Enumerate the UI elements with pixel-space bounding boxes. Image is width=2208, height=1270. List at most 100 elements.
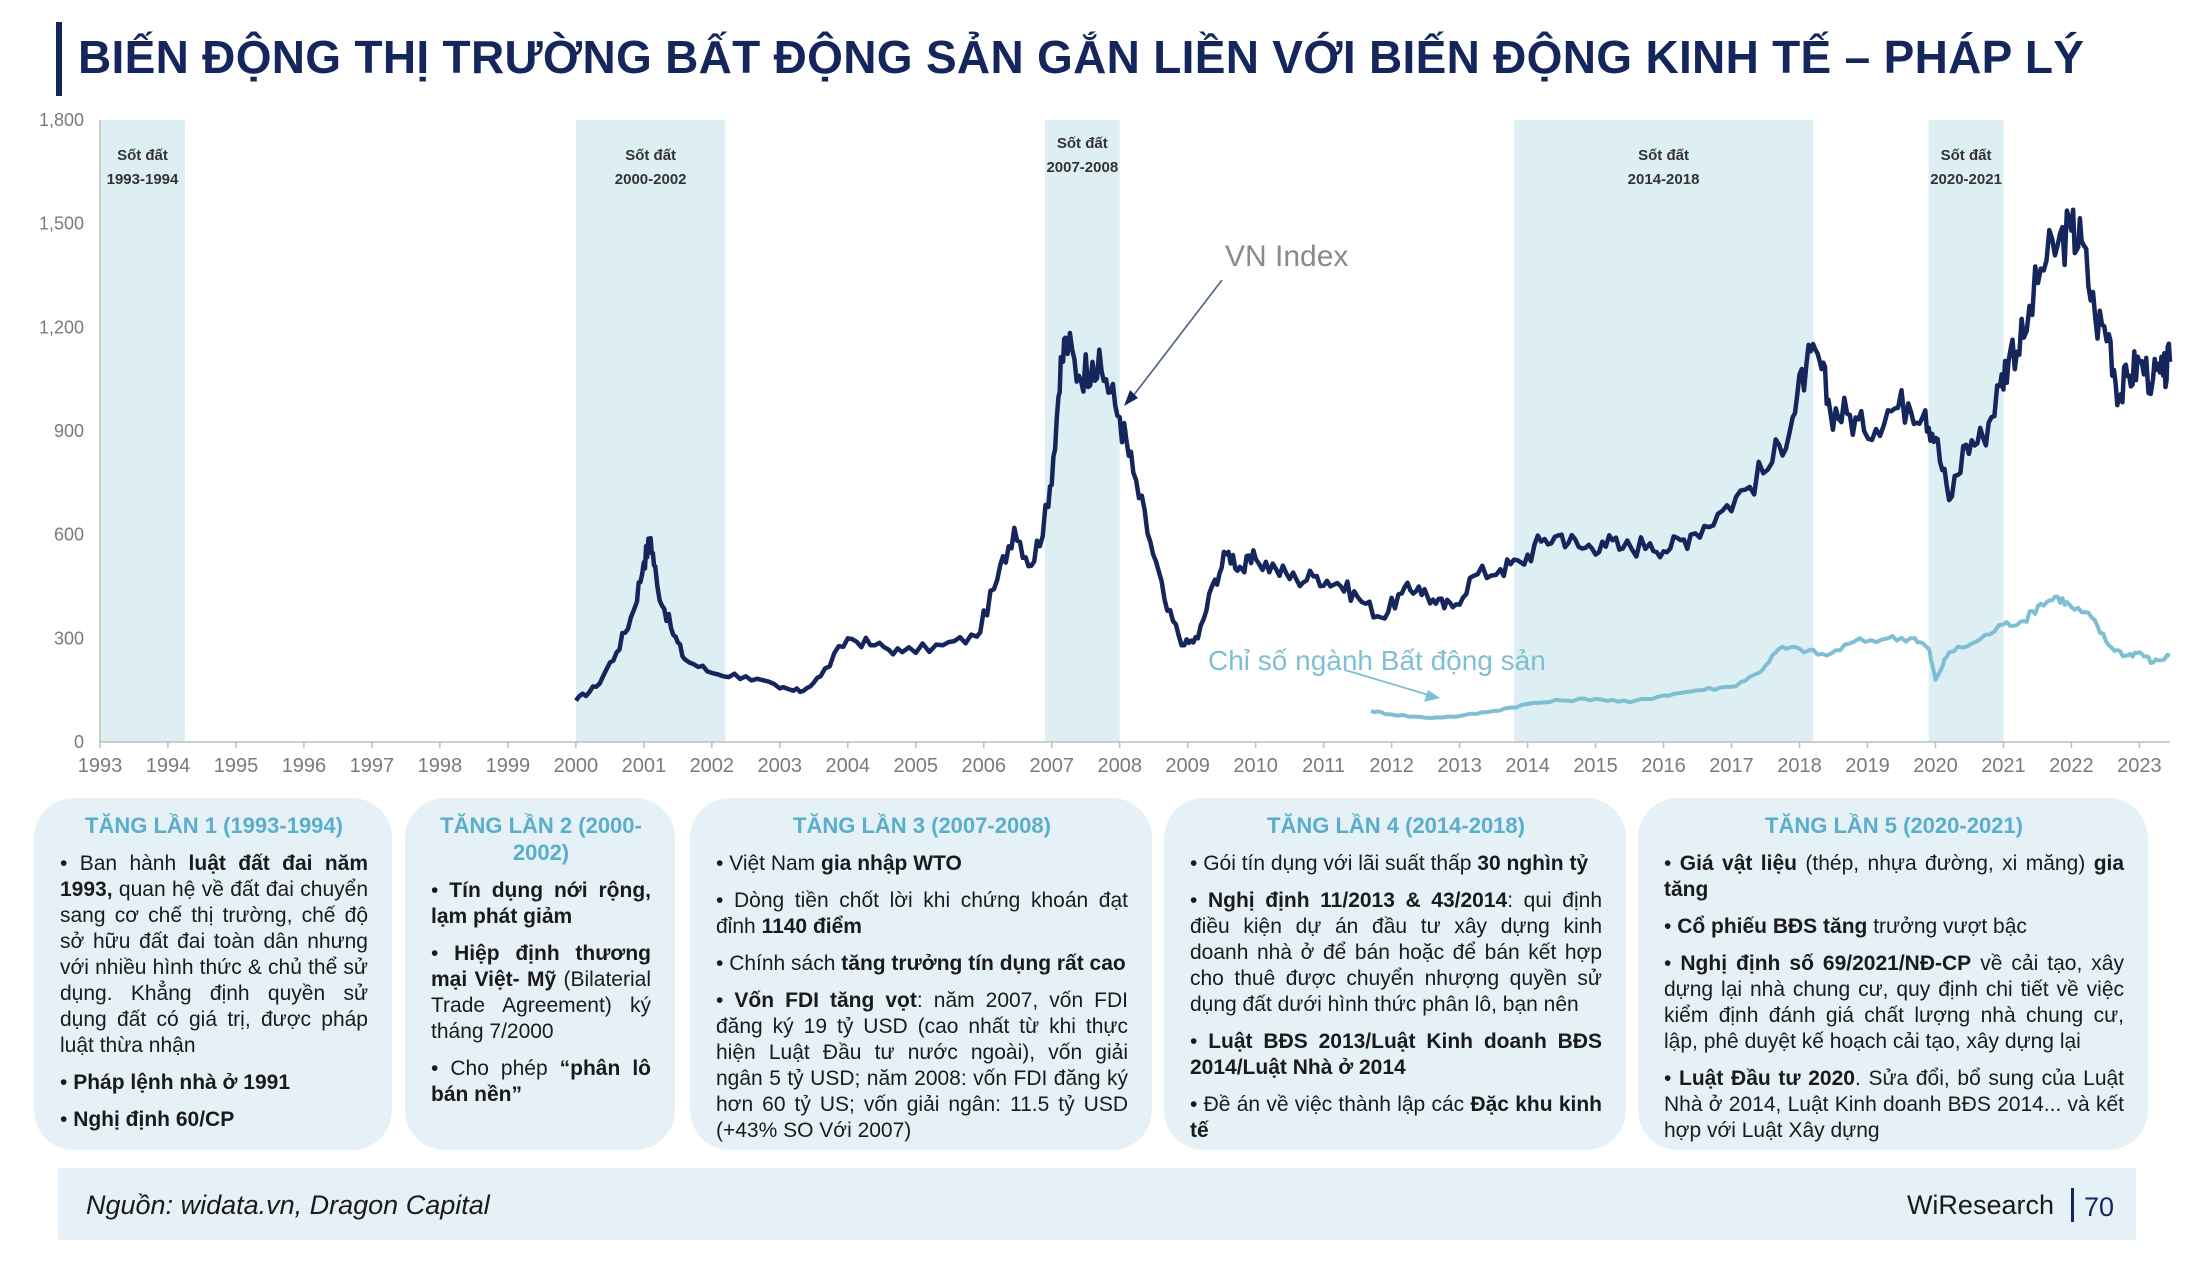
card-title: TĂNG LẦN 3 (2007-2008) (793, 813, 1051, 838)
card-list: Giá vật liệu (thép, nhựa đường, xi măng)… (1664, 851, 2124, 1144)
brand-label: WiResearch (1906, 1190, 2054, 1220)
bullet-text: Dòng tiền chốt lời khi chứng khoán đạt đ… (716, 889, 1128, 938)
x-tick-label: 1996 (282, 755, 327, 777)
x-tick-label: 1999 (486, 755, 531, 777)
card-bullet: Việt Nam gia nhập WTO (716, 851, 1128, 877)
card-bullet: Tín dụng nới rộng, lạm phát giảm (431, 878, 651, 930)
x-tick-label: 2002 (690, 755, 735, 777)
real-estate-annotation: Chỉ số ngành Bất động sản (1208, 645, 1546, 676)
band-period: 1993-1994 (107, 171, 179, 188)
title-accent-bar (56, 22, 62, 96)
x-tick-label: 2014 (1505, 755, 1550, 777)
card-wave-3: TĂNG LẦN 3 (2007-2008) Việt Nam gia nhập… (690, 798, 1152, 1150)
bullet-text: Việt Nam (729, 852, 822, 875)
bullet-bold-text: Pháp lệnh nhà ở 1991 (73, 1071, 291, 1094)
real-estate-arrow-head (1424, 690, 1440, 702)
bullet-bold-text: tăng trưởng tín dụng rất cao (841, 952, 1126, 975)
vn-index-annotation: VN Index (1225, 240, 1348, 273)
card-title: TĂNG LẦN 5 (2020-2021) (1765, 813, 2023, 838)
x-tick-label: 2023 (2117, 755, 2162, 777)
x-tick-label: 1994 (146, 755, 191, 777)
card-bullet: Hiệp định thương mại Việt- Mỹ (Bilateria… (431, 941, 651, 1045)
x-tick-label: 1997 (350, 755, 395, 777)
bullet-bold-text: luật đất đai năm 1993, (60, 852, 368, 901)
band-period: 2014-2018 (1628, 171, 1700, 188)
x-tick-label: 2005 (894, 755, 939, 777)
bullet-bold-text: Cổ phiếu BĐS tăng (1677, 915, 1868, 938)
card-bullet: Dòng tiền chốt lời khi chứng khoán đạt đ… (716, 888, 1128, 940)
bullet-bold-text: Nghị định 60/CP (73, 1108, 235, 1131)
bullet-text: Chính sách (729, 952, 842, 975)
card-wave-4: TĂNG LẦN 4 (2014-2018) Gói tín dụng với … (1164, 798, 1626, 1150)
brand-separator (2071, 1188, 2074, 1222)
bullet-text: Cho phép (450, 1057, 560, 1080)
bullet-text: Ban hành (79, 852, 189, 875)
band-label: Sốt đất (1057, 135, 1108, 152)
card-bullet: Nghị định 60/CP (60, 1107, 368, 1133)
card-bullet: Vốn FDI tăng vọt: năm 2007, vốn FDI đăng… (716, 988, 1128, 1144)
vn-index-line (574, 207, 2173, 702)
x-tick-label: 2012 (1369, 755, 1414, 777)
card-wave-5: TĂNG LẦN 5 (2020-2021) Giá vật liệu (thé… (1638, 798, 2148, 1150)
real-estate-arrow-line (1344, 669, 1433, 697)
card-wave-1: TĂNG LẦN 1 (1993-1994) Ban hành luật đất… (34, 798, 392, 1150)
card-list: Việt Nam gia nhập WTO Dòng tiền chốt lời … (716, 851, 1128, 1144)
band-rect (1928, 120, 2004, 742)
bullet-text: Gói tín dụng với lãi suất thấp (1203, 852, 1478, 875)
x-tick-label: 2016 (1641, 755, 1686, 777)
card-bullet: Luật BĐS 2013/Luật Kinh doanh BĐS 2014/L… (1190, 1029, 1602, 1081)
card-bullet: Cho phép “phân lô bán nền” (431, 1056, 651, 1108)
y-tick-label: 0 (74, 732, 84, 752)
card-wave-2: TĂNG LẦN 2 (2000-2002) Tín dụng nới rộng… (405, 798, 675, 1150)
bullet-text: (Bilaterial Trade Agreement) ký tháng 7/… (431, 968, 651, 1043)
band-period: 2000-2002 (615, 171, 687, 188)
x-tick-label: 2018 (1777, 755, 1822, 777)
card-bullet: Gói tín dụng với lãi suất thấp 30 nghìn … (1190, 851, 1602, 877)
card-bullet: Pháp lệnh nhà ở 1991 (60, 1070, 368, 1096)
y-tick-label: 1,800 (39, 110, 84, 130)
x-tick-label: 2019 (1845, 755, 1890, 777)
x-tick-label: 2003 (758, 755, 803, 777)
bullet-text: . Sửa đổi, bổ sung của Luật Nhà ở 2014, … (1664, 1067, 2125, 1142)
x-tick-label: 2013 (1437, 755, 1482, 777)
y-tick-label: 900 (54, 421, 84, 441)
bullet-text: Đề án về việc thành lập các (1203, 1093, 1471, 1116)
bullet-bold-text: gia nhập WTO (821, 852, 962, 875)
card-title: TĂNG LẦN 1 (1993-1994) (85, 813, 343, 838)
x-tick-label: 2008 (1097, 755, 1142, 777)
x-tick-label: 1995 (214, 755, 259, 777)
card-bullet: Cổ phiếu BĐS tăng trưởng vượt bậc (1664, 914, 2124, 940)
band-label: Sốt đất (1638, 147, 1689, 164)
band-rect (100, 120, 185, 742)
y-tick-label: 300 (54, 628, 84, 648)
card-list: Ban hành luật đất đai năm 1993, quan hệ … (60, 851, 368, 1133)
footer-bar: Nguồn: widata.vn, Dragon Capital WiResea… (58, 1168, 2136, 1240)
card-bullet: Nghị định 11/2013 & 43/2014: qui định đi… (1190, 888, 1602, 1018)
x-tick-label: 2010 (1233, 755, 1278, 777)
bullet-bold-text: gia tăng (1664, 852, 2125, 901)
x-tick-label: 2022 (2049, 755, 2094, 777)
band-label: Sốt đất (1941, 147, 1992, 164)
band-rect (575, 120, 726, 742)
bullet-bold-text: Nghị định 11/2013 & 43/2014 (1207, 889, 1508, 912)
card-title: TĂNG LẦN 2 (2000-2002) (440, 813, 642, 865)
x-tick-label: 2009 (1165, 755, 1210, 777)
bullet-bold-text: 30 nghìn tỷ (1477, 852, 1589, 875)
band-period: 2007-2008 (1046, 159, 1118, 176)
source-note: Nguồn: widata.vn, Dragon Capital (86, 1190, 490, 1220)
page-title: BIẾN ĐỘNG THỊ TRƯỜNG BẤT ĐỘNG SẢN GẮN LI… (78, 31, 2085, 83)
card-list: Gói tín dụng với lãi suất thấp 30 nghìn … (1190, 851, 1602, 1144)
x-tick-label: 2000 (554, 755, 599, 777)
y-tick-label: 1,200 (39, 317, 84, 337)
x-tick-label: 2001 (622, 755, 667, 777)
x-tick-label: 2011 (1302, 755, 1345, 777)
card-bullet: Giá vật liệu (thép, nhựa đường, xi măng)… (1664, 851, 2124, 903)
x-tick-label: 1998 (418, 755, 463, 777)
x-tick-label: 2004 (826, 755, 871, 777)
card-bullet: Ban hành luật đất đai năm 1993, quan hệ … (60, 851, 368, 1059)
x-tick-label: 1993 (78, 755, 123, 777)
band-rect (1513, 120, 1814, 742)
x-tick-label: 2021 (1981, 755, 2026, 777)
bullet-bold-text: Nghị định số 69/2021/NĐ-CP (1680, 952, 1972, 975)
bullet-bold-text: Đặc khu kinh tế (1190, 1093, 1603, 1142)
